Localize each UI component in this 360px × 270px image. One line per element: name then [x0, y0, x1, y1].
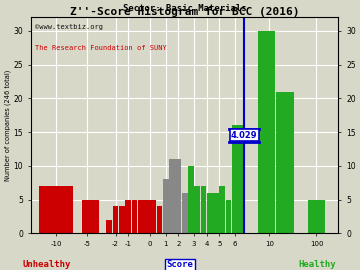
Text: Score: Score	[167, 261, 193, 269]
Bar	[119, 206, 125, 233]
Bar	[39, 186, 73, 233]
Bar	[232, 125, 244, 233]
Bar	[113, 206, 118, 233]
Bar	[157, 206, 162, 233]
Bar	[144, 200, 150, 233]
Bar	[276, 92, 294, 233]
Text: Unhealthy: Unhealthy	[23, 261, 71, 269]
Bar	[258, 31, 275, 233]
Bar	[107, 220, 112, 233]
Bar	[150, 200, 156, 233]
Bar	[169, 159, 175, 233]
Bar	[163, 179, 169, 233]
Bar	[82, 200, 99, 233]
Bar	[188, 166, 194, 233]
Bar	[182, 193, 188, 233]
Bar	[308, 200, 325, 233]
Bar	[194, 186, 200, 233]
Text: ©www.textbiz.org: ©www.textbiz.org	[35, 24, 103, 30]
Text: 4.029: 4.029	[231, 131, 257, 140]
Text: Sector: Basic Materials: Sector: Basic Materials	[123, 4, 247, 13]
Bar	[131, 200, 137, 233]
Bar	[175, 159, 181, 233]
Bar	[207, 193, 213, 233]
Bar	[213, 193, 219, 233]
Text: Healthy: Healthy	[298, 261, 336, 269]
Bar	[125, 200, 131, 233]
Bar	[188, 213, 194, 233]
Bar	[219, 186, 225, 233]
Bar	[226, 200, 231, 233]
Text: The Research Foundation of SUNY: The Research Foundation of SUNY	[35, 45, 167, 51]
Title: Z''-Score Histogram for BCC (2016): Z''-Score Histogram for BCC (2016)	[70, 6, 300, 16]
Bar	[201, 186, 206, 233]
Y-axis label: Number of companies (246 total): Number of companies (246 total)	[4, 70, 11, 181]
Bar	[138, 200, 144, 233]
